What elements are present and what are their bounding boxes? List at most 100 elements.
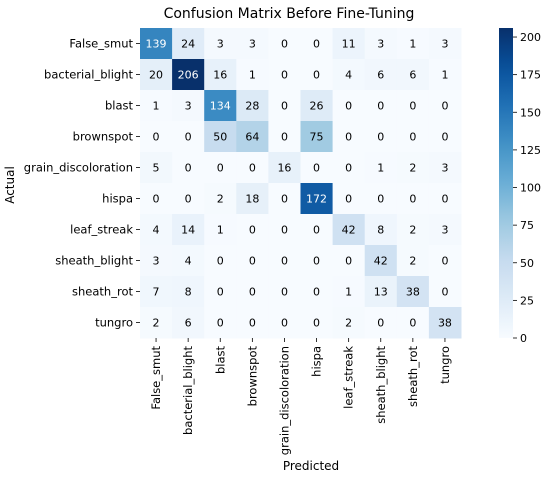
heatmap-cell: [140, 28, 173, 60]
heatmap-cell: [300, 276, 334, 308]
heatmap-cell: [236, 214, 269, 246]
cell-value-label: 6: [185, 317, 192, 330]
y-tick-label: sheath_rot: [72, 285, 133, 299]
cell-value-label: 0: [185, 131, 192, 144]
cell-value-label: 0: [249, 224, 256, 237]
heatmap-cell: [172, 90, 205, 122]
cell-value-label: 20: [149, 69, 163, 82]
heatmap-cell: [172, 276, 205, 308]
y-tick-label: bacterial_blight: [44, 68, 133, 82]
heatmap-cell: [140, 183, 173, 215]
cell-value-label: 2: [409, 162, 416, 175]
heatmap-cell: [236, 307, 269, 339]
cell-value-label: 0: [313, 38, 320, 51]
cell-value-label: 0: [313, 255, 320, 268]
heatmap-cell: [364, 28, 398, 60]
heatmap-cell: [300, 245, 334, 277]
heatmap-cell: [204, 28, 237, 60]
heatmap-cell: [396, 276, 430, 308]
cell-value-label: 0: [377, 317, 384, 330]
heatmap-cell: [172, 121, 205, 153]
heatmap-cell: [396, 121, 430, 153]
heatmap-cell: [364, 90, 398, 122]
cell-value-label: 16: [213, 69, 227, 82]
heatmap-cell: [268, 90, 301, 122]
cell-value-label: 26: [310, 100, 324, 113]
cell-value-label: 0: [153, 131, 160, 144]
heatmap-cell: [140, 121, 173, 153]
heatmap-cell: [268, 183, 301, 215]
heatmap-cell: [172, 245, 205, 277]
cell-value-label: 0: [409, 193, 416, 206]
heatmap-cell: [268, 28, 301, 60]
heatmap-cell: [428, 245, 462, 277]
heatmap-cell: [396, 59, 430, 91]
heatmap-cell: [204, 307, 237, 339]
colorbar-tick-label: 25: [520, 294, 534, 307]
heatmap-cell: [396, 245, 430, 277]
heatmap-cell: [268, 245, 301, 277]
cell-value-label: 0: [409, 100, 416, 113]
cell-value-label: 0: [249, 286, 256, 299]
heatmap-cell: [428, 121, 462, 153]
heatmap-cell: [364, 245, 398, 277]
heatmap-cell: [332, 121, 366, 153]
cell-value-label: 0: [345, 255, 352, 268]
cell-value-label: 0: [185, 193, 192, 206]
heatmap-cell: [364, 121, 398, 153]
heatmap-cell: [332, 183, 366, 215]
cell-value-label: 0: [185, 162, 192, 175]
cell-value-label: 1: [345, 286, 352, 299]
heatmap-cell: [172, 214, 205, 246]
cell-value-label: 0: [217, 317, 224, 330]
cell-value-label: 6: [377, 69, 384, 82]
cell-value-label: 16: [277, 162, 291, 175]
cell-value-label: 0: [249, 255, 256, 268]
cell-value-label: 0: [345, 193, 352, 206]
cell-value-label: 3: [217, 38, 224, 51]
heatmap-cell: [172, 28, 205, 60]
cell-value-label: 0: [441, 100, 448, 113]
cell-value-label: 18: [245, 193, 259, 206]
cell-value-label: 0: [313, 286, 320, 299]
cell-value-label: 1: [441, 69, 448, 82]
cell-value-label: 2: [217, 193, 224, 206]
cell-value-label: 0: [281, 317, 288, 330]
heatmap-cell: [332, 59, 366, 91]
cell-value-label: 2: [409, 224, 416, 237]
cell-value-label: 3: [153, 255, 160, 268]
heatmap-cell: [332, 152, 366, 184]
heatmap-cell: [268, 152, 301, 184]
heatmap-cell: [268, 59, 301, 91]
colorbar-tick-label: 125: [520, 144, 541, 157]
heatmap-cell: [428, 59, 462, 91]
heatmap-cell: [300, 214, 334, 246]
cell-value-label: 28: [245, 100, 259, 113]
cell-value-label: 3: [441, 38, 448, 51]
heatmap-cell: [300, 307, 334, 339]
heatmap-cell: [364, 276, 398, 308]
cell-value-label: 75: [310, 131, 324, 144]
cell-value-label: 38: [438, 317, 452, 330]
cell-value-label: 0: [441, 255, 448, 268]
cell-value-label: 172: [306, 193, 327, 206]
cell-value-label: 0: [345, 131, 352, 144]
heatmap-cell: [332, 307, 366, 339]
colorbar-tick-label: 150: [520, 106, 541, 119]
heatmap-cell: [204, 59, 237, 91]
cell-value-label: 0: [281, 193, 288, 206]
cell-value-label: 64: [245, 131, 259, 144]
heatmap-cells: 139 24 3 3 0 0 11 3 1 320 206 16 1 0 0 4 6 6 11 3 134 28 0 26 0 0…: [140, 28, 462, 339]
cell-value-label: 3: [185, 100, 192, 113]
cell-value-label: 14: [181, 224, 195, 237]
cell-value-label: 0: [313, 69, 320, 82]
heatmap-cell: [332, 276, 366, 308]
y-tick-label: hispa: [102, 192, 133, 206]
cell-value-label: 0: [217, 162, 224, 175]
heatmap-cell: [172, 183, 205, 215]
heatmap-cell: [428, 307, 462, 339]
heatmap-cell: [204, 90, 237, 122]
heatmap-cell: [172, 59, 205, 91]
heatmap-cell: [236, 152, 269, 184]
